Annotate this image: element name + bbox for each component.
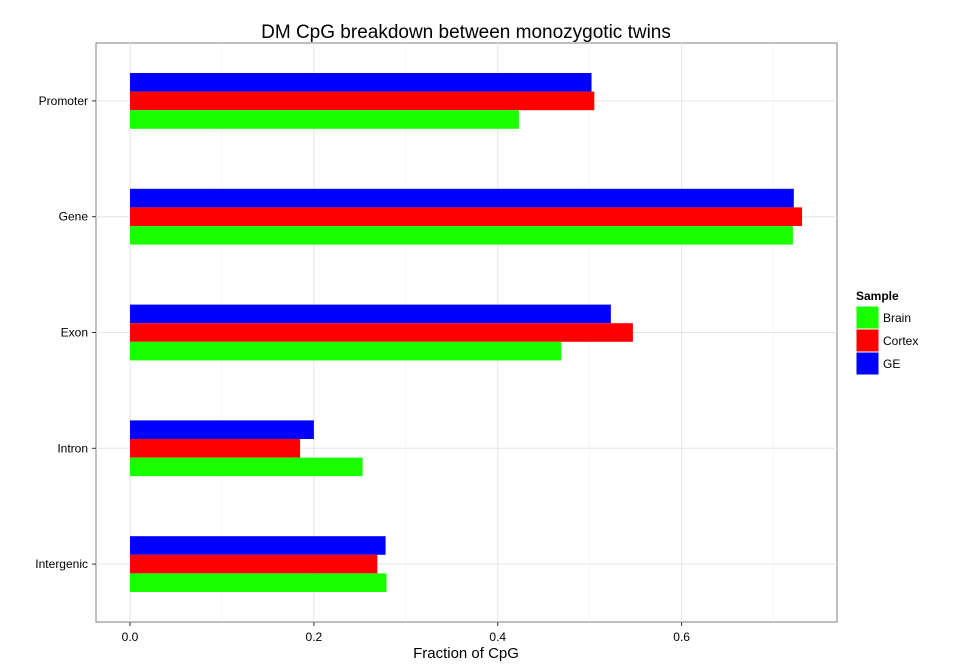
bar-ge-exon [130, 304, 611, 324]
x-axis-title: Fraction of CpG [413, 645, 519, 662]
bar-brain-promoter [130, 110, 519, 129]
chart-title: DM CpG breakdown between monozygotic twi… [261, 22, 671, 43]
y-tick-label: Promoter [39, 94, 88, 108]
x-tick-label: 0.4 [489, 630, 506, 644]
y-tick-label: Exon [61, 326, 88, 340]
bars [130, 73, 803, 592]
x-tick-label: 0.0 [122, 630, 139, 644]
bar-brain-intergenic [130, 573, 387, 592]
bar-cortex-exon [130, 323, 633, 342]
bar-ge-intron [130, 420, 314, 439]
legend: Sample Brain Cortex GE [855, 289, 918, 376]
bar-ge-promoter [130, 73, 592, 92]
bar-brain-intron [130, 457, 363, 477]
bar-brain-exon [130, 341, 562, 361]
bar-ge-intergenic [130, 536, 386, 555]
x-tick-label: 0.6 [673, 630, 690, 644]
legend-key-ge [855, 351, 880, 376]
bar-cortex-promoter [130, 91, 595, 111]
bar-cortex-gene [130, 207, 803, 226]
bar-ge-gene [130, 188, 794, 208]
bar-cortex-intergenic [130, 554, 378, 574]
legend-label-cortex: Cortex [883, 334, 918, 348]
x-tick-label: 0.2 [306, 630, 323, 644]
legend-key-brain [855, 305, 880, 330]
y-axis: Promoter Gene Exon Intron Intergenic [35, 94, 96, 571]
legend-label-ge: GE [883, 357, 900, 371]
x-axis: 0.0 0.2 0.4 0.6 [122, 622, 690, 644]
legend-title: Sample [856, 289, 899, 303]
legend-key-cortex [855, 328, 880, 353]
y-tick-label: Intron [57, 441, 88, 455]
legend-label-brain: Brain [883, 311, 911, 325]
bar-cortex-intron [130, 439, 301, 458]
y-tick-label: Gene [59, 210, 89, 224]
bar-brain-gene [130, 226, 793, 245]
y-tick-label: Intergenic [35, 557, 88, 571]
